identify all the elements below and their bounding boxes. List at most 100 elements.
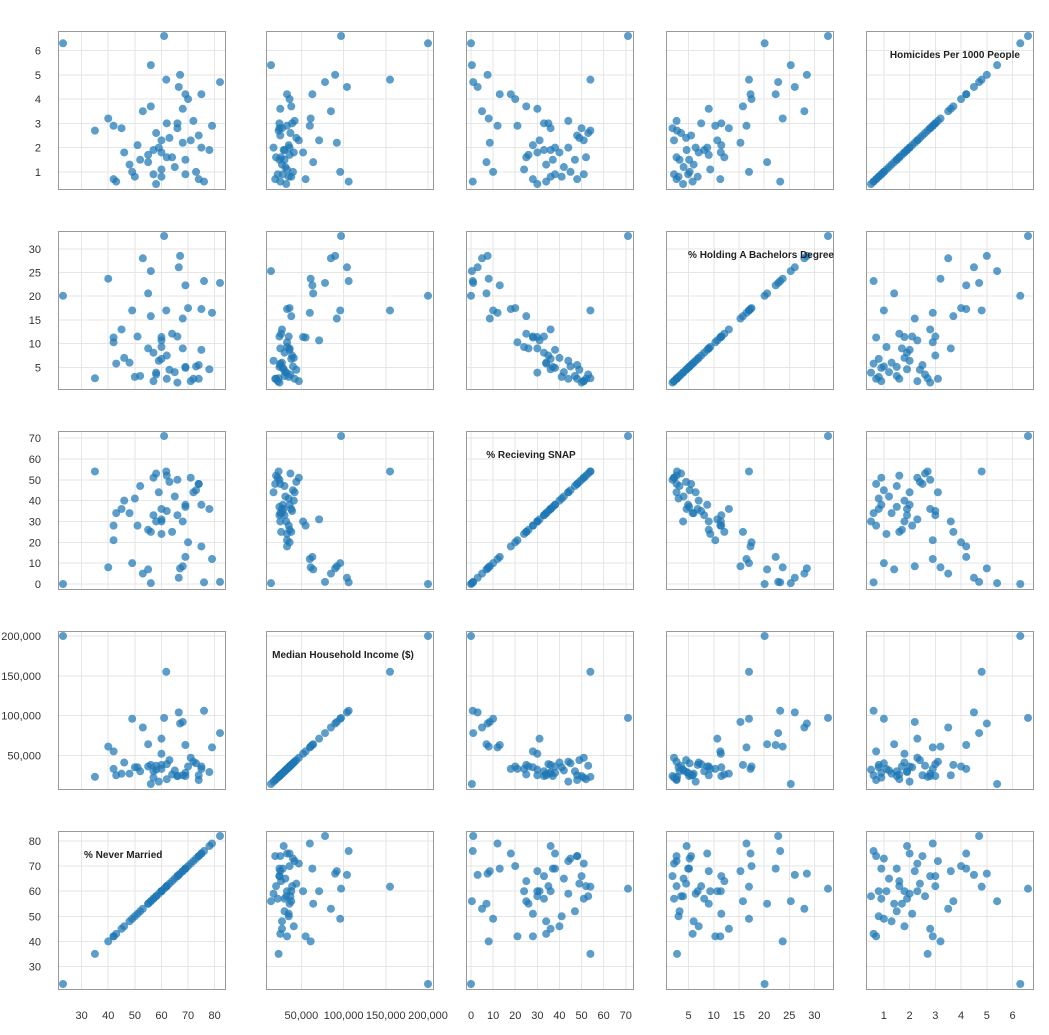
point-homicides-vs-nevermarried bbox=[173, 124, 182, 133]
point-income-vs-nevermarried bbox=[194, 776, 203, 785]
point-nevermarried-vs-income bbox=[285, 899, 294, 908]
point-snap-vs-nevermarried bbox=[133, 521, 142, 530]
point-homicides-vs-nevermarried bbox=[59, 39, 67, 48]
point-income-vs-snap bbox=[546, 760, 555, 769]
y-tick-label: 5 bbox=[35, 70, 41, 82]
point-income-vs-bachelors bbox=[790, 708, 799, 717]
point-nevermarried-vs-snap bbox=[570, 907, 579, 916]
point-nevermarried-vs-homicides bbox=[910, 867, 919, 876]
point-income-vs-nevermarried bbox=[128, 714, 137, 723]
point-snap-vs-bachelors bbox=[688, 509, 697, 518]
point-nevermarried-vs-snap bbox=[564, 889, 573, 898]
point-homicides-vs-income bbox=[326, 107, 335, 116]
point-bachelors-vs-snap bbox=[495, 281, 504, 290]
point-homicides-vs-snap bbox=[546, 146, 555, 155]
point-income-vs-income bbox=[386, 667, 395, 676]
point-homicides-vs-bachelors bbox=[763, 158, 772, 167]
point-snap-vs-nevermarried bbox=[90, 467, 99, 476]
point-homicides-vs-nevermarried bbox=[130, 172, 139, 181]
point-bachelors-vs-income bbox=[287, 312, 296, 321]
point-bachelors-vs-snap bbox=[573, 374, 582, 383]
x-tick-label: 50,000 bbox=[285, 1010, 319, 1022]
point-income-vs-nevermarried bbox=[125, 769, 134, 778]
x-tick-label: 10 bbox=[708, 1010, 720, 1022]
point-homicides-vs-homicides bbox=[962, 90, 971, 99]
x-tick-label: 20 bbox=[758, 1010, 770, 1022]
point-bachelors-vs-homicides bbox=[962, 281, 971, 290]
point-income-vs-snap bbox=[535, 734, 544, 743]
point-nevermarried-vs-snap bbox=[546, 887, 555, 896]
point-snap-vs-income bbox=[337, 432, 346, 440]
point-income-vs-nevermarried bbox=[192, 759, 201, 768]
point-homicides-vs-bachelors bbox=[790, 82, 799, 91]
point-bachelors-vs-snap bbox=[551, 363, 560, 372]
point-homicides-vs-nevermarried bbox=[144, 150, 153, 159]
point-income-vs-bachelors bbox=[716, 747, 725, 756]
point-nevermarried-vs-snap bbox=[522, 877, 531, 886]
point-nevermarried-vs-snap bbox=[573, 852, 582, 861]
y-tick-label: 150,000 bbox=[1, 671, 41, 683]
point-income-vs-bachelors bbox=[800, 723, 809, 732]
variable-title-income: Median Household Income ($) bbox=[272, 650, 414, 661]
point-snap-vs-bachelors bbox=[685, 486, 694, 495]
point-snap-vs-homicides bbox=[877, 473, 886, 482]
point-nevermarried-vs-homicides bbox=[921, 892, 930, 901]
point-snap-vs-snap bbox=[573, 479, 582, 488]
point-nevermarried-vs-snap bbox=[482, 899, 491, 908]
point-nevermarried-vs-homicides bbox=[949, 897, 958, 906]
point-bachelors-vs-snap bbox=[528, 333, 537, 342]
x-tick-label: 30 bbox=[808, 1010, 820, 1022]
y-tick-label: 30 bbox=[29, 516, 41, 528]
point-bachelors-vs-nevermarried bbox=[168, 329, 177, 338]
point-homicides-vs-nevermarried bbox=[109, 121, 118, 130]
point-homicides-vs-bachelors bbox=[684, 170, 693, 179]
point-homicides-vs-snap bbox=[485, 138, 494, 147]
point-income-vs-bachelors bbox=[786, 780, 795, 788]
point-homicides-vs-nevermarried bbox=[152, 180, 161, 188]
point-nevermarried-vs-nevermarried bbox=[157, 887, 166, 896]
point-snap-vs-income bbox=[386, 467, 395, 476]
cell-frame bbox=[466, 31, 634, 190]
point-nevermarried-vs-snap bbox=[559, 874, 568, 883]
cell-frame bbox=[466, 431, 634, 590]
point-income-vs-snap bbox=[586, 667, 595, 676]
point-nevermarried-vs-bachelors bbox=[790, 870, 799, 879]
point-homicides-vs-bachelors bbox=[704, 104, 713, 113]
point-homicides-vs-nevermarried bbox=[157, 172, 166, 181]
point-homicides-vs-income bbox=[337, 32, 346, 40]
point-homicides-vs-income bbox=[386, 75, 395, 84]
point-nevermarried-vs-bachelors bbox=[802, 869, 811, 878]
point-homicides-vs-snap bbox=[522, 102, 531, 111]
point-income-vs-nevermarried bbox=[146, 780, 155, 788]
point-bachelors-vs-income bbox=[301, 333, 310, 342]
point-nevermarried-vs-income bbox=[284, 912, 293, 921]
point-income-vs-snap bbox=[624, 713, 632, 722]
point-nevermarried-vs-bachelors bbox=[684, 864, 693, 873]
point-snap-vs-income bbox=[309, 565, 318, 574]
point-homicides-vs-income bbox=[308, 90, 317, 99]
point-bachelors-vs-nevermarried bbox=[90, 374, 99, 383]
point-income-vs-nevermarried bbox=[208, 743, 217, 752]
point-bachelors-vs-bachelors bbox=[736, 314, 745, 323]
point-nevermarried-vs-nevermarried bbox=[59, 980, 67, 988]
cell-frame bbox=[58, 831, 226, 990]
point-nevermarried-vs-bachelors bbox=[668, 872, 677, 881]
x-tick-label: 3 bbox=[932, 1010, 938, 1022]
point-homicides-vs-nevermarried bbox=[178, 138, 187, 147]
point-nevermarried-vs-income bbox=[332, 867, 341, 876]
point-snap-vs-homicides bbox=[913, 473, 922, 482]
point-homicides-vs-income bbox=[269, 143, 278, 152]
point-homicides-vs-snap bbox=[557, 172, 566, 181]
point-income-vs-income bbox=[336, 714, 345, 723]
point-nevermarried-vs-homicides bbox=[869, 929, 878, 938]
cell-frame bbox=[666, 431, 834, 590]
y-tick-label: 20 bbox=[29, 291, 41, 303]
point-snap-vs-bachelors bbox=[672, 488, 681, 497]
y-tick-label: 50 bbox=[29, 475, 41, 487]
point-bachelors-vs-homicides bbox=[885, 368, 894, 377]
point-nevermarried-vs-income bbox=[424, 980, 432, 988]
point-income-vs-homicides bbox=[910, 717, 919, 726]
point-homicides-vs-income bbox=[306, 114, 315, 123]
point-snap-vs-nevermarried bbox=[173, 475, 182, 484]
point-income-vs-nevermarried bbox=[170, 766, 179, 775]
